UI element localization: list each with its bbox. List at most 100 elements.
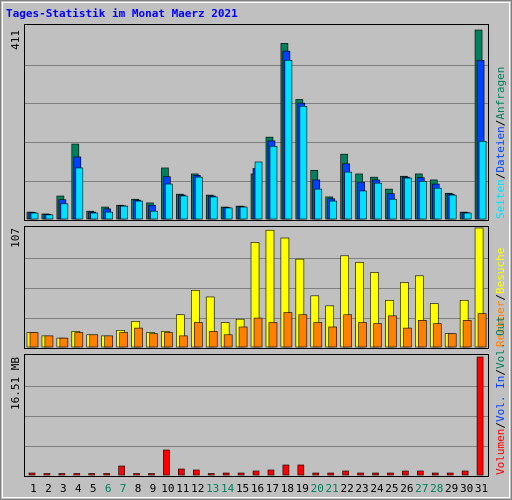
bar <box>461 470 469 476</box>
legend-separator: / <box>494 294 507 301</box>
x-tick-label: 22 <box>340 482 353 495</box>
bar <box>59 337 69 348</box>
bar <box>193 322 203 348</box>
legend-separator: / <box>494 173 507 180</box>
bar <box>463 212 472 220</box>
bar <box>58 473 66 476</box>
bar <box>224 207 233 220</box>
bar <box>389 198 397 220</box>
x-tick-label: 9 <box>150 482 157 495</box>
chart-title: Tages-Statistik im Monat Maerz 2021 <box>6 7 238 20</box>
bar <box>329 200 338 220</box>
legend-entry: Rechner <box>494 300 507 347</box>
bar <box>89 334 99 348</box>
bar <box>344 171 352 220</box>
bar <box>358 322 367 348</box>
bar <box>149 333 158 348</box>
bar <box>298 314 308 348</box>
y-tick-label: 411 <box>9 30 22 50</box>
bar <box>74 332 84 348</box>
legend-entry: Seiten <box>494 179 507 219</box>
bar <box>417 470 424 476</box>
x-tick-label: 1 <box>30 482 37 495</box>
x-tick-label: 11 <box>176 482 189 495</box>
bar <box>431 472 439 476</box>
bar <box>44 335 54 348</box>
bar <box>299 106 308 220</box>
x-tick-label: 7 <box>120 482 127 495</box>
bar <box>178 468 185 476</box>
bar <box>433 187 442 220</box>
bar <box>359 190 367 220</box>
bar <box>75 167 84 220</box>
x-tick-label: 3 <box>60 482 67 495</box>
bar <box>163 449 170 476</box>
bar <box>447 333 457 348</box>
bar <box>327 472 335 476</box>
y-tick-label: 107 <box>9 228 22 248</box>
x-tick-label: 16 <box>251 482 264 495</box>
legend-entry: Volumen <box>494 429 507 475</box>
bar <box>208 331 218 348</box>
bar <box>90 212 99 220</box>
bar <box>239 206 248 220</box>
bar <box>254 161 263 220</box>
x-tick-label: 26 <box>400 482 413 495</box>
bar <box>118 465 125 476</box>
bar <box>476 356 484 476</box>
bar <box>284 60 293 220</box>
legend-separator: / <box>494 120 507 127</box>
x-tick-label: 19 <box>296 482 309 495</box>
x-tick-label: 28 <box>430 482 443 495</box>
bar <box>312 472 320 476</box>
bar <box>164 332 173 348</box>
bar <box>343 314 352 348</box>
x-tick-label: 21 <box>326 482 339 495</box>
bar <box>282 464 290 476</box>
x-tick-label: 6 <box>105 482 112 495</box>
bar <box>342 470 349 476</box>
bar <box>388 315 397 348</box>
bar <box>478 140 487 220</box>
x-tick-label: 4 <box>75 482 82 495</box>
bar <box>119 332 128 348</box>
x-tick-label: 18 <box>281 482 294 495</box>
bar <box>328 326 338 348</box>
bar <box>88 473 96 476</box>
bar <box>135 200 143 220</box>
bar <box>432 323 442 348</box>
bar <box>374 182 382 220</box>
legend-entry: Dateien <box>494 126 507 172</box>
legend: Rechner/Besuche <box>494 248 507 347</box>
x-tick-label: 2 <box>45 482 52 495</box>
bar <box>268 322 278 348</box>
bar <box>28 472 36 476</box>
x-tick-label: 30 <box>460 482 473 495</box>
bar <box>269 146 278 220</box>
bar <box>43 473 51 476</box>
bar <box>237 472 245 476</box>
bar <box>45 214 54 220</box>
legend-entry: Besuche <box>494 248 507 294</box>
bar <box>222 472 230 476</box>
bar <box>477 313 487 348</box>
bar <box>60 203 69 220</box>
bar <box>419 180 427 220</box>
x-tick-label: 14 <box>221 482 235 495</box>
bar <box>462 320 472 348</box>
bar <box>403 327 412 348</box>
bar <box>283 312 293 348</box>
panel <box>24 354 489 477</box>
bar <box>179 335 188 348</box>
bar <box>73 473 81 476</box>
legend-entry: Anfragen <box>494 67 507 120</box>
bar <box>418 320 427 348</box>
bar <box>207 473 215 476</box>
bar <box>29 332 39 348</box>
x-tick-label: 17 <box>266 482 279 495</box>
bar <box>150 210 158 220</box>
bar <box>238 326 248 348</box>
x-tick-label: 23 <box>355 482 368 495</box>
